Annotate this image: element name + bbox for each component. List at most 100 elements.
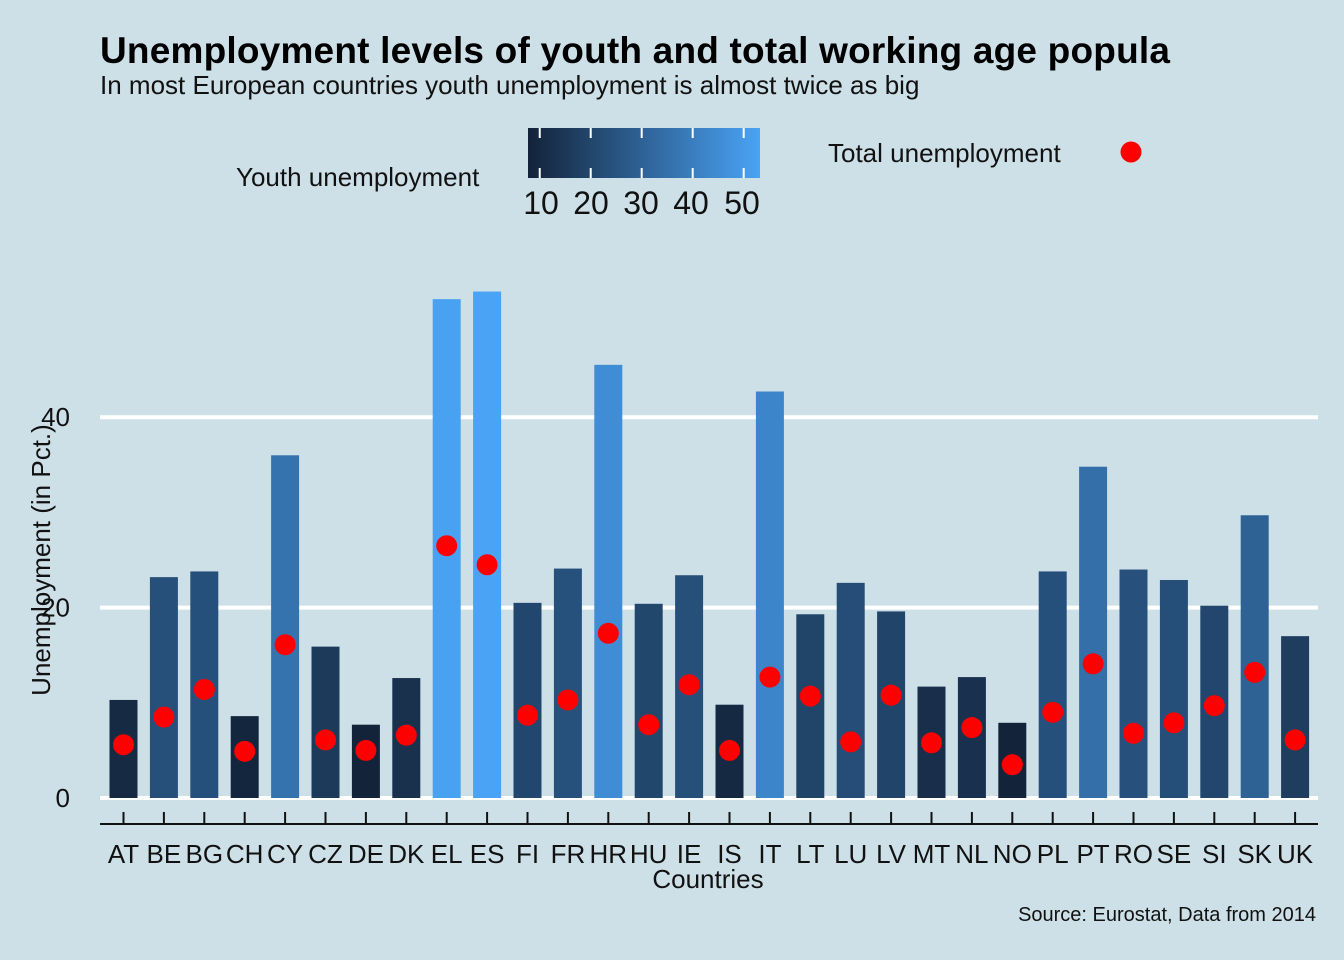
x-tick-label-LT: LT [796,839,825,869]
point-CH [234,740,256,762]
x-tick-label-CY: CY [267,839,303,869]
y-axis-title: Unemployment (in Pct.) [26,424,56,696]
bar-ES [473,291,502,798]
x-tick-label-CH: CH [226,839,264,869]
x-tick-label-PT: PT [1076,839,1109,869]
x-tick-label-DE: DE [348,839,384,869]
point-LT [799,685,821,707]
bar-DE [351,724,380,798]
bar-BE [149,577,178,798]
point-PL [1042,701,1064,723]
bar-FR [553,568,582,798]
legend-tick-label: 30 [623,185,659,221]
point-BE [153,706,175,728]
grid [100,415,1318,800]
point-IS [719,739,740,761]
x-tick-label-LU: LU [834,839,867,869]
bar-RO [1119,569,1148,798]
point-EL [436,535,458,557]
x-tick-label-SI: SI [1202,839,1227,869]
chart-title: Unemployment levels of youth and total w… [100,30,1171,71]
point-AT [113,734,134,756]
x-tick-label-HU: HU [630,839,668,869]
x-axis: AT BE BG CH CY CZ DE DK EL ES FI FR HR HU IE IS IT LT LU LV… [100,812,1318,869]
x-tick-label-DK: DK [388,839,425,869]
points [113,535,1306,776]
point-PT [1082,653,1104,675]
point-CZ [315,729,336,751]
y-tick-label: 0 [56,783,70,813]
x-tick-label-BE: BE [147,839,182,869]
chart-caption: Source: Eurostat, Data from 2014 [1018,904,1316,926]
legend-tick-label: 50 [724,185,760,221]
bar-SE [1159,579,1188,798]
x-tick-label-SE: SE [1157,839,1192,869]
bar-UK [1281,636,1310,798]
point-FI [517,704,538,726]
x-tick-label-PL: PL [1037,839,1069,869]
point-CY [274,634,296,656]
bar-PT [1079,466,1108,798]
x-tick-label-FI: FI [516,839,539,869]
x-tick-label-UK: UK [1277,839,1314,869]
x-tick-label-LV: LV [876,839,907,869]
legend-point-label: Total unemployment [828,138,1061,168]
x-tick-label-NL: NL [955,839,988,869]
legend-tick-label: 20 [573,185,609,221]
y-tick-label: 20 [41,593,70,623]
point-DE [355,739,377,761]
x-tick-label-BG: BG [186,839,224,869]
chart-subtitle: In most European countries youth unemplo… [100,70,920,100]
x-axis-title: Countries [652,864,763,894]
point-NL [961,717,983,739]
point-SK [1244,661,1266,683]
bar-PL [1038,571,1067,798]
x-tick-label-IS: IS [717,839,742,869]
x-tick-label-MT: MT [913,839,951,869]
bar-FI [513,602,542,798]
x-tick-label-IT: IT [758,839,781,869]
point-UK [1284,729,1306,751]
x-tick-label-EL: EL [431,839,463,869]
point-SI [1203,695,1225,717]
x-tick-label-FR: FR [551,839,586,869]
point-RO [1123,722,1144,744]
legend-fill-title: Youth unemployment [236,162,480,192]
x-tick-label-HR: HR [590,839,628,869]
bar-HR [594,364,623,798]
point-HR [597,622,619,644]
bar-LU [836,582,865,798]
point-SE [1163,712,1185,734]
bars [109,291,1310,798]
legend-tick-label: 10 [523,185,559,221]
point-FR [557,689,579,711]
legend-point-key [1120,141,1142,163]
bar-SK [1240,515,1269,798]
legend: 10 20 30 40 50 [523,128,1142,221]
legend-tick-label: 40 [673,185,709,221]
x-tick-label-CZ: CZ [308,839,343,869]
x-tick-label-SK: SK [1237,839,1272,869]
y-axis: 0 20 40 [41,402,70,813]
point-NO [1001,754,1023,776]
x-tick-label-ES: ES [470,839,505,869]
x-tick-label-NO: NO [993,839,1032,869]
x-tick-label-RO: RO [1114,839,1153,869]
point-LV [880,684,902,706]
point-IE [678,674,700,696]
point-DK [395,724,417,746]
point-MT [921,732,942,754]
bar-IT [755,391,784,798]
x-tick-label-IE: IE [677,839,702,869]
legend-colorbar [528,128,760,178]
y-tick-label: 40 [41,402,70,432]
point-HU [638,714,660,736]
point-ES [476,554,498,576]
bar-CY [271,455,300,798]
point-LU [840,731,862,753]
bar-HU [634,603,663,798]
point-IT [759,666,781,688]
x-tick-label-AT: AT [108,839,139,869]
